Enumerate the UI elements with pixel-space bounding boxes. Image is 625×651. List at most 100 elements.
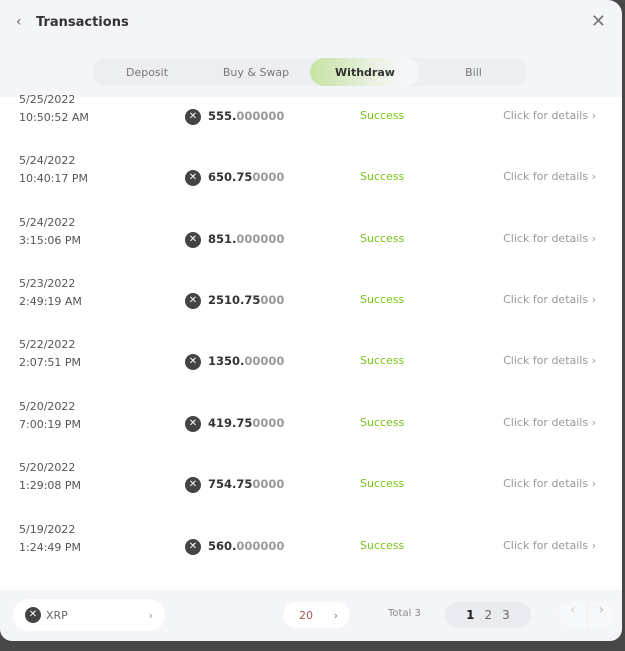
amount-decimals: 0000 [252, 170, 285, 184]
xrp-icon: ✕ [185, 539, 201, 555]
chevron-right-icon: › [591, 232, 596, 245]
status-badge: Success [360, 354, 405, 367]
amount-decimals: 000000 [236, 109, 285, 123]
amount: 1350.00000 [208, 354, 284, 368]
date-time: 5/22/2022 2:07:51 PM [19, 336, 81, 372]
table-row[interactable]: 5/19/2022 1:24:49 PM ✕ 560.000000 Success… [0, 519, 622, 579]
amount: 650.750000 [208, 170, 284, 184]
amount-integer: 419.75 [208, 416, 253, 430]
details-link[interactable]: Click for details › [503, 232, 596, 245]
details-link[interactable]: Click for details › [503, 354, 596, 367]
xrp-icon: ✕ [185, 477, 201, 493]
date-time: 5/23/2022 2:49:19 AM [19, 275, 82, 311]
amount: 754.750000 [208, 477, 284, 491]
chevron-right-icon: › [333, 608, 338, 622]
details-label: Click for details [503, 477, 589, 490]
details-label: Click for details [503, 293, 589, 306]
page-title: Transactions [36, 14, 129, 30]
details-link[interactable]: Click for details › [503, 170, 596, 183]
amount: 555.000000 [208, 109, 284, 123]
header: ‹ Transactions ✕ [0, 0, 622, 44]
chevron-right-icon: › [591, 416, 596, 429]
amount: 419.750000 [208, 416, 284, 430]
date: 5/23/2022 [19, 277, 76, 290]
date: 5/22/2022 [19, 338, 76, 351]
date: 5/24/2022 [19, 154, 76, 167]
tab-deposit[interactable]: Deposit [125, 65, 169, 79]
amount-integer: 754.75 [208, 477, 253, 491]
chevron-right-icon: › [148, 608, 153, 622]
page-1[interactable]: 1 [466, 608, 475, 622]
xrp-icon: ✕ [185, 416, 201, 432]
date-time: 5/24/2022 10:40:17 PM [19, 152, 88, 188]
details-label: Click for details [503, 539, 589, 552]
amount-integer: 2510.75 [208, 293, 261, 307]
status-badge: Success [360, 109, 405, 122]
coin-selector[interactable]: ✕ XRP › [13, 599, 165, 631]
chevron-right-icon: › [591, 109, 596, 122]
status-badge: Success [360, 170, 405, 183]
details-link[interactable]: Click for details › [503, 109, 596, 122]
next-page-button[interactable]: › [598, 602, 605, 618]
amount: 2510.75000 [208, 293, 284, 307]
date: 5/20/2022 [19, 461, 76, 474]
status-badge: Success [360, 232, 405, 245]
table-row[interactable]: 5/22/2022 2:07:51 PM ✕ 1350.00000 Success… [0, 334, 622, 394]
date: 5/25/2022 [19, 93, 76, 106]
amount-decimals: 000 [260, 293, 285, 307]
close-icon[interactable]: ✕ [590, 11, 606, 32]
chevron-left-icon[interactable]: ‹ [16, 14, 22, 30]
date-time: 5/25/2022 10:50:52 AM [19, 91, 89, 127]
details-label: Click for details [503, 232, 589, 245]
footer: ✕ XRP › 20 › Total 3 1 2 3 ‹ › [0, 590, 622, 641]
time: 7:00:19 PM [19, 418, 82, 431]
details-link[interactable]: Click for details › [503, 477, 596, 490]
date-time: 5/20/2022 7:00:19 PM [19, 398, 81, 434]
details-link[interactable]: Click for details › [503, 293, 596, 306]
details-label: Click for details [503, 170, 589, 183]
time: 2:49:19 AM [19, 295, 82, 308]
amount-integer: 851. [208, 232, 237, 246]
table-row[interactable]: 5/24/2022 10:40:17 PM ✕ 650.750000 Succes… [0, 150, 622, 210]
page-3[interactable]: 3 [502, 608, 510, 622]
table-row[interactable]: 5/20/2022 7:00:19 PM ✕ 419.750000 Success… [0, 396, 622, 456]
chevron-right-icon: › [591, 354, 596, 367]
tab-buy-swap[interactable]: Buy & Swap [222, 65, 290, 79]
xrp-icon: ✕ [185, 232, 201, 248]
table-row[interactable]: 5/24/2022 3:15:06 PM ✕ 851.000000 Success… [0, 212, 622, 272]
status-badge: Success [360, 477, 405, 490]
chevron-right-icon: › [591, 539, 596, 552]
xrp-icon: ✕ [25, 607, 41, 623]
transactions-dialog: ‹ Transactions ✕ Deposit Buy & Swap With… [0, 0, 622, 641]
status-badge: Success [360, 539, 405, 552]
coin-label: XRP [46, 608, 68, 622]
xrp-icon: ✕ [185, 354, 201, 370]
amount: 560.000000 [208, 539, 284, 553]
xrp-icon: ✕ [185, 109, 201, 125]
details-link[interactable]: Click for details › [503, 416, 596, 429]
amount-integer: 1350. [208, 354, 245, 368]
background [0, 641, 625, 651]
date-time: 5/19/2022 1:24:49 PM [19, 521, 81, 557]
tab-withdraw[interactable]: Withdraw [310, 58, 420, 86]
date-time: 5/20/2022 1:29:08 PM [19, 459, 81, 495]
date-time: 5/24/2022 3:15:06 PM [19, 214, 81, 250]
amount: 851.000000 [208, 232, 284, 246]
amount-decimals: 000000 [236, 232, 285, 246]
table-row[interactable]: 5/25/2022 10:50:52 AM ✕ 555.000000 Succes… [0, 89, 622, 149]
page-size-selector[interactable]: 20 › [283, 602, 350, 628]
chevron-right-icon: › [591, 293, 596, 306]
prev-page-button[interactable]: ‹ [559, 602, 588, 628]
chevron-right-icon: › [591, 170, 596, 183]
details-label: Click for details [503, 416, 589, 429]
table-row[interactable]: 5/20/2022 1:29:08 PM ✕ 754.750000 Success… [0, 457, 622, 517]
time: 10:40:17 PM [19, 172, 89, 185]
xrp-icon: ✕ [185, 170, 201, 186]
details-link[interactable]: Click for details › [503, 539, 596, 552]
tab-bill[interactable]: Bill [465, 65, 482, 79]
amount-decimals: 0000 [252, 477, 285, 491]
table-row[interactable]: 5/23/2022 2:49:19 AM ✕ 2510.75000 Success… [0, 273, 622, 333]
xrp-icon: ✕ [185, 293, 201, 309]
page-2[interactable]: 2 [484, 608, 493, 622]
amount-decimals: 0000 [252, 416, 285, 430]
